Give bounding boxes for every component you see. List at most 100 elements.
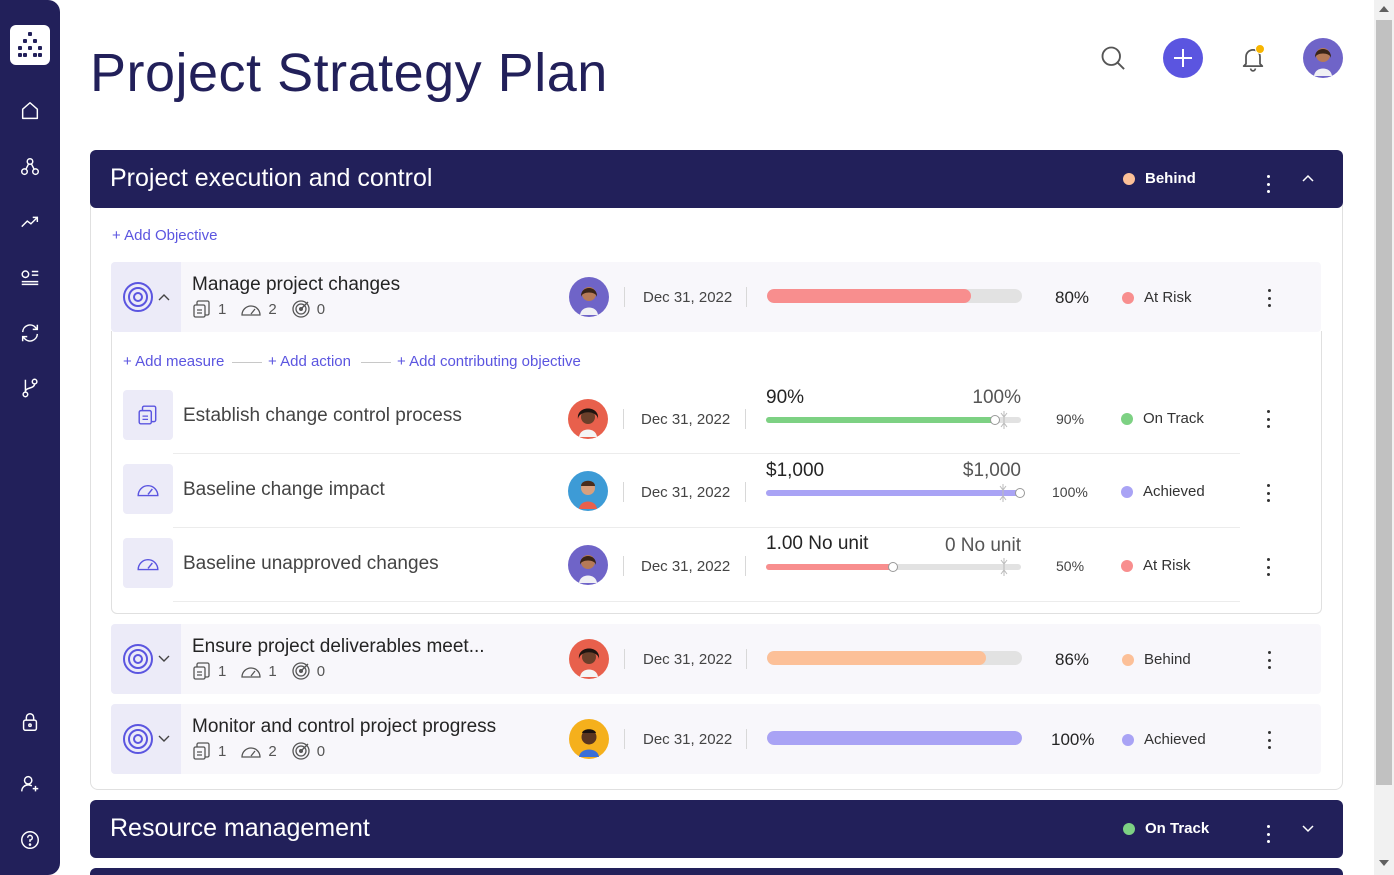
objective-row[interactable]: Manage project changes 1 2 0 Dec 31, 202… [111,262,1321,332]
objective-name[interactable]: Ensure project deliverables meet... [192,636,485,657]
add-contributing-objective-link[interactable]: + Add contributing objective [397,353,581,370]
objective-more-button[interactable] [1266,651,1272,669]
objective-date[interactable]: Dec 31, 2022 [643,651,733,668]
scroll-thumb[interactable] [1376,20,1392,785]
owner-avatar[interactable] [568,471,608,516]
status-dot [1122,291,1134,304]
owner-avatar[interactable] [568,545,608,590]
group-title: Resource management [110,814,370,842]
next-group-header [90,868,1343,875]
objective-percent: 100% [1051,730,1095,749]
child-status[interactable]: Achieved [1121,483,1205,500]
objective-status[interactable]: At Risk [1122,289,1192,306]
objective-name[interactable]: Monitor and control project progress [192,716,497,737]
objective-toggle[interactable] [111,704,181,774]
objective-toggle[interactable] [111,262,181,332]
add-action-link[interactable]: + Add action [268,353,351,370]
owner-avatar[interactable] [569,639,609,684]
gauge-icon [137,485,159,497]
target-icon [123,282,153,312]
user-avatar[interactable] [1303,38,1343,78]
status-dot [1123,822,1135,835]
hierarchy-icon[interactable] [17,154,43,180]
measure-count: 2 [268,300,277,318]
child-status[interactable]: At Risk [1121,557,1191,574]
group-more-button[interactable] [1265,825,1271,843]
objective-date[interactable]: Dec 31, 2022 [643,289,733,306]
search-icon [1101,46,1125,70]
target-value: 0 No unit [944,535,1021,556]
child-row[interactable]: Baseline unapproved changes Dec 31, 2022… [123,528,1270,602]
add-measure-link[interactable]: + Add measure [123,353,225,370]
child-date[interactable]: Dec 31, 2022 [641,411,731,428]
objective-row[interactable]: Monitor and control project progress 1 2… [111,704,1321,774]
measure-count: 2 [268,742,277,760]
sync-icon[interactable] [17,320,43,346]
progress-knob[interactable] [888,562,898,572]
status-label: At Risk [1143,557,1191,574]
search-button[interactable] [1093,38,1133,78]
objective-expanded-panel [111,331,1322,614]
group-more-button[interactable] [1265,175,1271,193]
child-percent: 100% [1052,484,1088,500]
child-status[interactable]: On Track [1121,410,1204,427]
help-icon[interactable] [17,827,43,853]
add-button[interactable] [1163,38,1203,78]
objective-count: 0 [316,662,326,680]
list-check-icon[interactable] [17,264,43,290]
chevron-down-icon[interactable] [1301,824,1315,834]
objective-more-button[interactable] [1266,289,1272,307]
progress-knob[interactable] [1015,488,1025,498]
add-objective-link[interactable]: + Add Objective [112,227,218,244]
owner-avatar[interactable] [569,277,609,322]
measure-count: 1 [268,662,277,680]
owner-avatar[interactable] [568,399,608,444]
owner-avatar[interactable] [569,719,609,764]
action-iconbox [123,390,173,440]
home-icon[interactable] [17,98,43,124]
objective-name[interactable]: Manage project changes [192,274,401,295]
target-value: $1,000 [962,460,1021,481]
chevron-up-icon[interactable] [1301,173,1315,183]
notifications-button[interactable] [1233,38,1273,78]
objective-date[interactable]: Dec 31, 2022 [643,731,733,748]
objective-row[interactable]: Ensure project deliverables meet... 1 1 … [111,624,1321,694]
app-logo[interactable] [10,25,50,65]
chevron-up-icon [158,294,170,301]
lock-icon[interactable] [17,709,43,735]
group-header-execution[interactable]: Project execution and control Behind [90,150,1343,208]
child-name[interactable]: Baseline unapproved changes [183,553,439,574]
scroll-down-icon[interactable] [1379,860,1389,866]
child-more-button[interactable] [1265,484,1271,502]
group-header-resource[interactable]: Resource management On Track [90,800,1343,858]
status-label: Behind [1144,651,1191,668]
child-more-button[interactable] [1265,558,1271,576]
add-user-icon[interactable] [17,771,43,797]
scroll-up-icon[interactable] [1379,6,1389,12]
objective-status[interactable]: Achieved [1122,731,1206,748]
objective-more-button[interactable] [1266,731,1272,749]
gauge-icon [137,559,159,571]
status-dot [1121,485,1133,498]
scrollbar[interactable] [1374,0,1394,875]
gauge-icon [241,747,261,758]
avatar-icon [569,277,609,317]
status-label: At Risk [1144,289,1192,306]
child-name[interactable]: Establish change control process [183,405,462,426]
progress-knob[interactable] [990,415,1000,425]
child-date[interactable]: Dec 31, 2022 [641,484,731,501]
child-name[interactable]: Baseline change impact [183,479,385,500]
progress-fill [767,731,1022,745]
child-date[interactable]: Dec 31, 2022 [641,558,731,575]
child-more-button[interactable] [1265,410,1271,428]
child-percent: 50% [1056,558,1085,574]
objective-toggle[interactable] [111,624,181,694]
child-row[interactable]: Establish change control process Dec 31,… [123,380,1270,454]
objective-status[interactable]: Behind [1122,651,1191,668]
branch-icon[interactable] [17,375,43,401]
child-row[interactable]: Baseline change impact Dec 31, 2022 $1,0… [123,454,1270,528]
group-title: Project execution and control [110,164,433,192]
status-label: Achieved [1144,731,1206,748]
objective-counts: 1 2 0 [192,741,339,761]
trending-icon[interactable] [17,209,43,235]
